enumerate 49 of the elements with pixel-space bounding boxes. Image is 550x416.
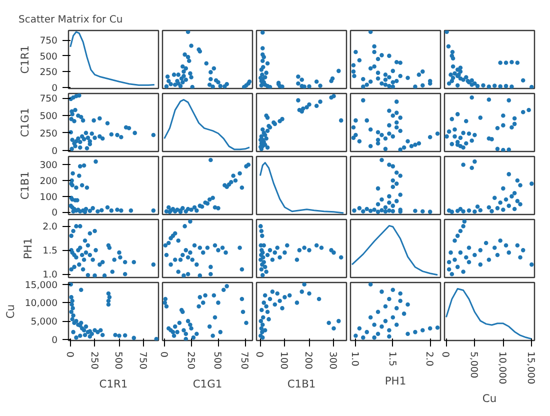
y-tick-label: 750 xyxy=(40,36,58,47)
x-axis-title: PH1 xyxy=(384,374,406,388)
y-axis-title: C1R1 xyxy=(18,45,32,74)
x-tick-label: 0 xyxy=(64,352,75,358)
y-tick-label: 750 xyxy=(40,94,58,105)
x-axis-title: Cu xyxy=(482,392,497,406)
y-axis-title: C1G1 xyxy=(18,108,32,138)
x-tick-label: 750 xyxy=(238,352,250,370)
y-tick-label: 5,000 xyxy=(30,316,58,328)
x-tick-label: 0 xyxy=(440,352,451,358)
chart-title: Scatter Matrix for Cu xyxy=(18,14,123,26)
x-tick-label: 250 xyxy=(184,352,196,370)
y-tick-label: 250 xyxy=(40,128,58,140)
y-tick-label: 100 xyxy=(40,192,58,203)
y-tick-label: 500 xyxy=(40,111,58,122)
y-tick-label: 2.0 xyxy=(42,222,58,233)
y-tick-label: 0 xyxy=(52,208,58,219)
y-tick-label: 10,000 xyxy=(24,298,58,310)
x-axis-title: C1R1 xyxy=(99,377,128,390)
x-tick-label: 750 xyxy=(137,352,148,370)
x-tick-label: 250 xyxy=(88,352,100,370)
x-tick-label: 2.0 xyxy=(424,352,435,366)
y-tick-label: 0 xyxy=(52,82,58,94)
x-tick-label: 300 xyxy=(327,352,338,370)
y-axis-title: PH1 xyxy=(22,238,35,260)
y-tick-label: 0 xyxy=(52,334,58,346)
y-tick-label: 250 xyxy=(40,67,58,78)
x-tick-label: 10,000 xyxy=(496,352,508,384)
y-tick-label: 500 xyxy=(40,51,58,62)
y-tick-label: 1.0 xyxy=(42,270,58,281)
y-axis-title: Cu xyxy=(4,304,17,319)
x-axis-title: C1B1 xyxy=(287,377,316,390)
x-axis-title: C1G1 xyxy=(192,377,222,390)
x-tick-label: 500 xyxy=(112,352,124,370)
y-axis-title: C1B1 xyxy=(18,171,32,200)
y-tick-label: 1.5 xyxy=(42,246,58,257)
y-tick-label: 200 xyxy=(40,176,58,188)
x-tick-label: 1.0 xyxy=(349,352,360,366)
x-tick-label: 1.5 xyxy=(386,352,398,366)
x-tick-label: 100 xyxy=(278,352,290,370)
y-tick-label: 15,000 xyxy=(24,280,58,291)
x-tick-label: 0 xyxy=(254,352,265,358)
x-tick-label: 200 xyxy=(302,352,314,370)
x-tick-label: 500 xyxy=(212,352,223,370)
x-tick-label: 5,000 xyxy=(468,352,480,378)
y-tick-label: 300 xyxy=(40,160,58,172)
x-tick-label: 15,000 xyxy=(525,352,536,384)
x-tick-label: 0 xyxy=(158,352,169,358)
y-tick-label: 0 xyxy=(52,146,58,157)
